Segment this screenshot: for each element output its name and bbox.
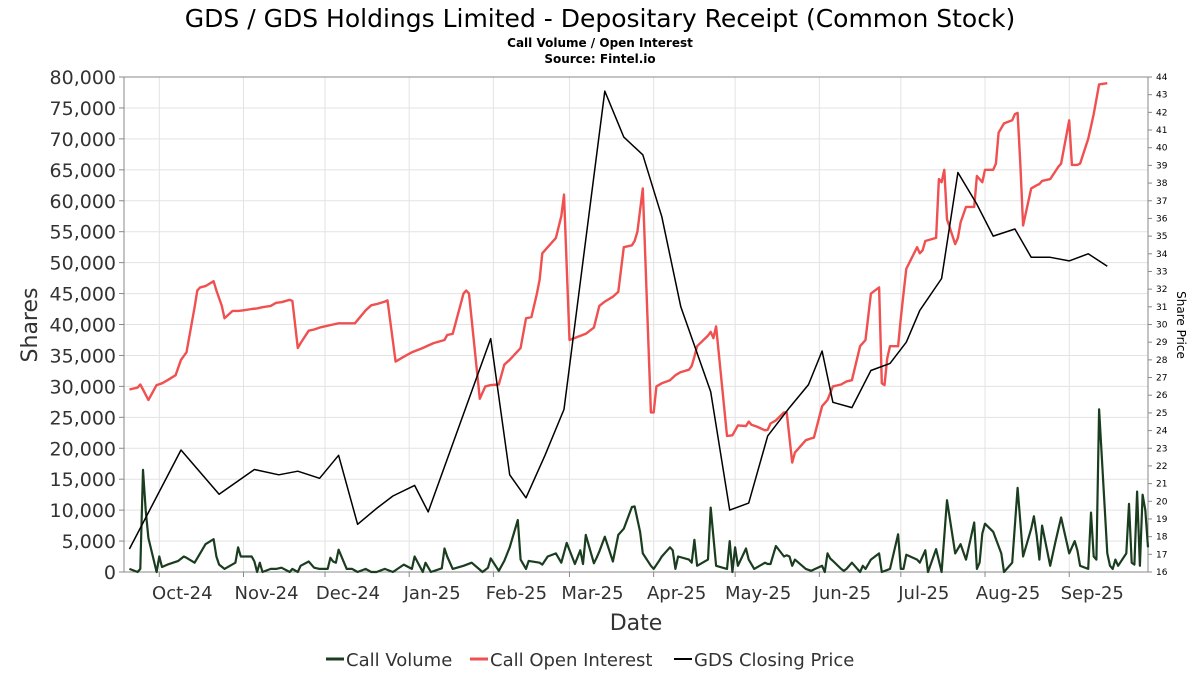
y-tick-label: 75,000: [50, 98, 116, 120]
y-right-tick-label: 39: [1156, 161, 1168, 171]
y-right-tick-label: 27: [1156, 374, 1167, 384]
y-right-tick-label: 26: [1156, 391, 1168, 401]
x-tick-label: May-25: [725, 583, 791, 604]
y-tick-label: 25,000: [50, 407, 116, 429]
y-right-tick-label: 30: [1156, 321, 1168, 331]
x-tick-label: Apr-25: [647, 583, 706, 604]
y-right-tick-label: 34: [1156, 250, 1168, 260]
y-right-tick-label: 28: [1156, 356, 1168, 366]
y-right-tick-label: 32: [1156, 285, 1167, 295]
y-right-tick-label: 43: [1156, 91, 1167, 101]
series-line-call-volume: [129, 408, 1150, 574]
y-tick-label: 5,000: [62, 531, 116, 553]
legend-label-call-open-interest: Call Open Interest: [490, 650, 652, 671]
x-axis: Oct-24 Nov-24 Dec-24 Jan-25 Feb-25 Mar-25 Apr-…: [152, 572, 1124, 604]
chart-title: GDS / GDS Holdings Limited - Depositary …: [185, 4, 1015, 33]
x-axis-label: Date: [610, 611, 663, 636]
x-tick-label: Jul-25: [897, 583, 949, 604]
x-tick-label: Feb-25: [486, 583, 547, 604]
y-tick-label: 0: [104, 562, 116, 584]
y-axis-label: Shares: [18, 288, 43, 363]
y-tick-label: 70,000: [50, 129, 116, 151]
chart-source: Source: Fintel.io: [544, 52, 655, 66]
series-layer: [128, 82, 1150, 574]
legend-item-gds-closing-price: GDS Closing Price: [674, 650, 854, 671]
grid: [124, 76, 1148, 573]
x-tick-label: Jun-25: [813, 583, 872, 604]
series-line-gds-closing-price: [128, 90, 1108, 550]
y-right-tick-label: 38: [1156, 179, 1168, 189]
y-tick-label: 15,000: [50, 469, 116, 491]
y-tick-label: 45,000: [50, 284, 116, 306]
y-tick-label: 60,000: [50, 191, 116, 213]
x-tick-label: Nov-24: [234, 583, 298, 604]
y-right-tick-label: 40: [1156, 144, 1168, 154]
x-tick-label: Dec-24: [316, 583, 380, 604]
y-tick-label: 35,000: [50, 345, 116, 367]
y-tick-label: 30,000: [50, 376, 116, 398]
y-right-tick-label: 44: [1156, 73, 1168, 83]
y-axis-right: 16 17 18 19 20 21 22 23 24 25 26 27 28 29 30 31 32 33 34 35…: [1148, 73, 1168, 578]
chart-subtitle: Call Volume / Open Interest: [507, 36, 693, 50]
y-right-tick-label: 21: [1156, 480, 1167, 490]
x-tick-label: Sep-25: [1061, 583, 1124, 604]
legend-item-call-open-interest: Call Open Interest: [470, 650, 652, 671]
x-tick-label: Oct-24: [152, 583, 213, 604]
y-right-tick-label: 42: [1156, 108, 1167, 118]
y-right-tick-label: 19: [1156, 515, 1168, 525]
y-right-tick-label: 22: [1156, 462, 1167, 472]
y-tick-label: 80,000: [50, 67, 116, 89]
y-right-tick-label: 23: [1156, 444, 1167, 454]
legend: Call Volume Call Open Interest GDS Closi…: [326, 650, 854, 671]
y-tick-label: 20,000: [50, 438, 116, 460]
y-right-tick-label: 31: [1156, 303, 1167, 313]
series-line-call-open-interest: [129, 82, 1108, 464]
y-tick-label: 55,000: [50, 222, 116, 244]
x-tick-label: Mar-25: [561, 583, 623, 604]
y-right-tick-label: 16: [1156, 568, 1168, 578]
y-tick-label: 65,000: [50, 160, 116, 182]
y-right-tick-label: 25: [1156, 409, 1167, 419]
y-tick-label: 10,000: [50, 500, 116, 522]
y-right-tick-label: 17: [1156, 550, 1167, 560]
x-tick-label: Aug-25: [976, 583, 1041, 604]
y-right-tick-label: 37: [1156, 197, 1167, 207]
y-right-tick-label: 36: [1156, 214, 1168, 224]
legend-label-gds-closing-price: GDS Closing Price: [694, 650, 854, 671]
x-tick-label: Jan-25: [403, 583, 461, 604]
y-right-tick-label: 18: [1156, 533, 1168, 543]
y-axis-right-label: Share Price: [1174, 291, 1188, 359]
y-axis-left: 0 5,000 10,000 15,000 20,000 25,000 30,000 35,0…: [50, 67, 124, 584]
y-right-tick-label: 33: [1156, 267, 1167, 277]
y-tick-label: 40,000: [50, 315, 116, 337]
y-right-tick-label: 20: [1156, 497, 1168, 507]
y-right-tick-label: 35: [1156, 232, 1167, 242]
y-tick-label: 50,000: [50, 253, 116, 275]
y-right-tick-label: 29: [1156, 338, 1168, 348]
y-right-tick-label: 41: [1156, 126, 1167, 136]
y-right-tick-label: 24: [1156, 427, 1168, 437]
legend-label-call-volume: Call Volume: [346, 650, 452, 671]
legend-item-call-volume: Call Volume: [326, 650, 452, 671]
